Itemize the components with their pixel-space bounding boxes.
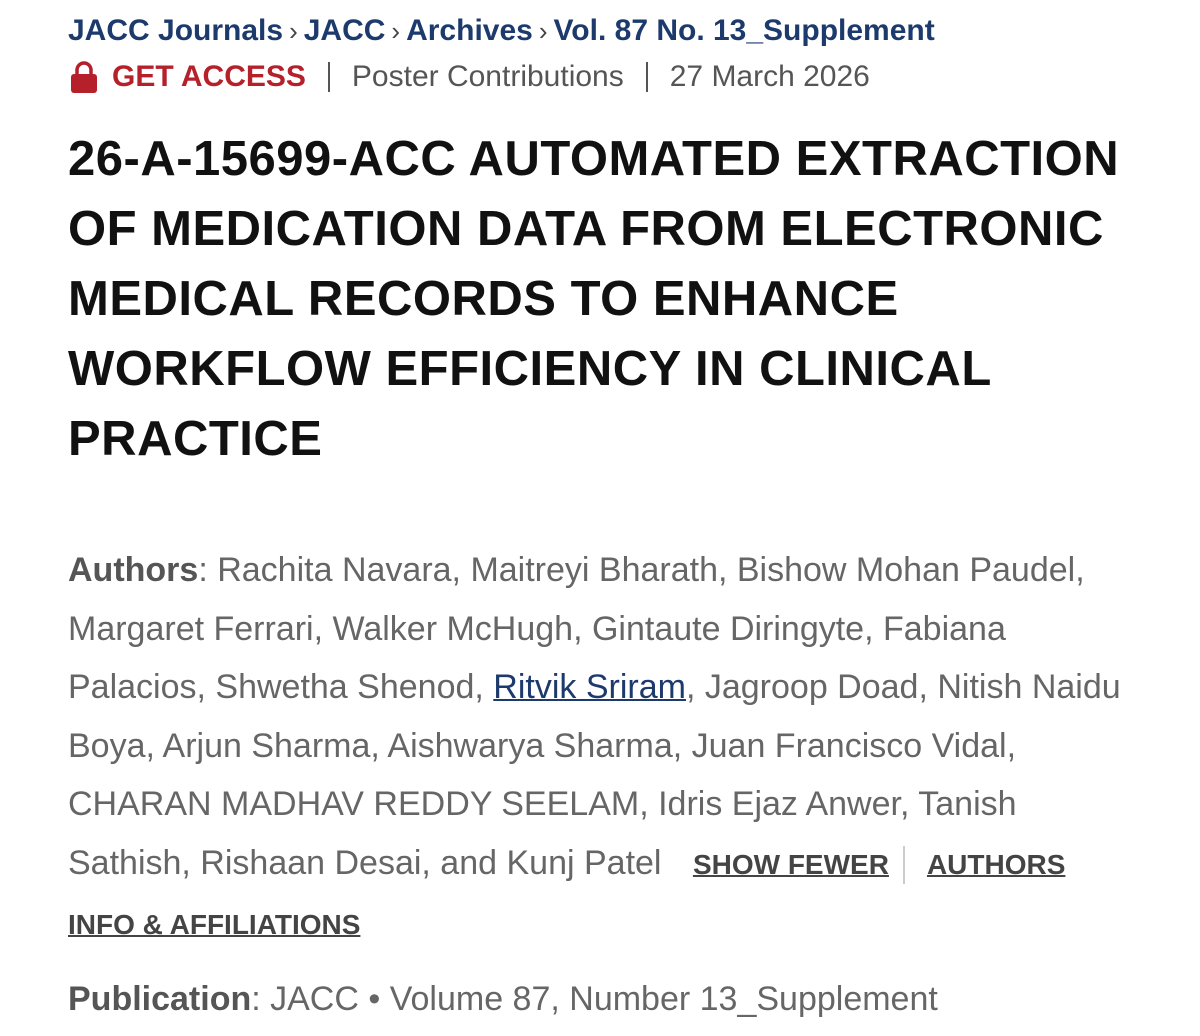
divider (327, 62, 330, 92)
divider (902, 845, 905, 884)
show-fewer[interactable]: SHOW FEWER (692, 848, 889, 880)
date: 27 March 2026 (669, 60, 870, 93)
breadcrumb-link[interactable]: JACC (303, 14, 386, 47)
lock-icon (71, 61, 97, 93)
publication: Publication: JACC • Volume 87, Number 13… (68, 980, 938, 1019)
section: Poster Contributions (351, 60, 624, 93)
breadcrumb-link[interactable]: Vol. 87 No. 13_Supplement (553, 14, 935, 47)
get-access[interactable]: GET ACCESS (112, 60, 306, 93)
authors-label: Authors (68, 551, 199, 589)
authors-text: , Jagroop Doad, Nitish Naidu Boya, Arjun… (68, 668, 1121, 882)
authors-text: : Rachita Navara, Maitreyi Bharath, Bish… (68, 551, 1085, 706)
breadcrumb-separator: › (391, 16, 401, 46)
publication-text: : JACC • Volume 87, Number 13_Supplement (251, 980, 938, 1018)
article-title: 26-A-15699-ACC AUTOMATED EXTRACTION OF M… (68, 132, 1120, 466)
divider (645, 62, 648, 92)
authors-info[interactable]: AUTHORS INFO & AFFILIATIONS (68, 848, 1066, 941)
breadcrumb-link[interactable]: JACC Journals (68, 14, 284, 47)
breadcrumb: JACC Journals › JACC › Archives › Vol. 87 No. … (68, 14, 935, 48)
publication-label: Publication (68, 980, 252, 1018)
breadcrumb-link[interactable]: Archives (406, 14, 533, 47)
breadcrumb-separator: › (289, 16, 298, 46)
meta-row: GET ACCESS Poster Contributions 27 March… (68, 60, 870, 94)
breadcrumb-separator: › (538, 16, 548, 46)
authors: Authors: Rachita Navara, Maitreyi Bharat… (68, 541, 1128, 955)
author-link[interactable]: Ritvik Sriram (493, 668, 686, 706)
